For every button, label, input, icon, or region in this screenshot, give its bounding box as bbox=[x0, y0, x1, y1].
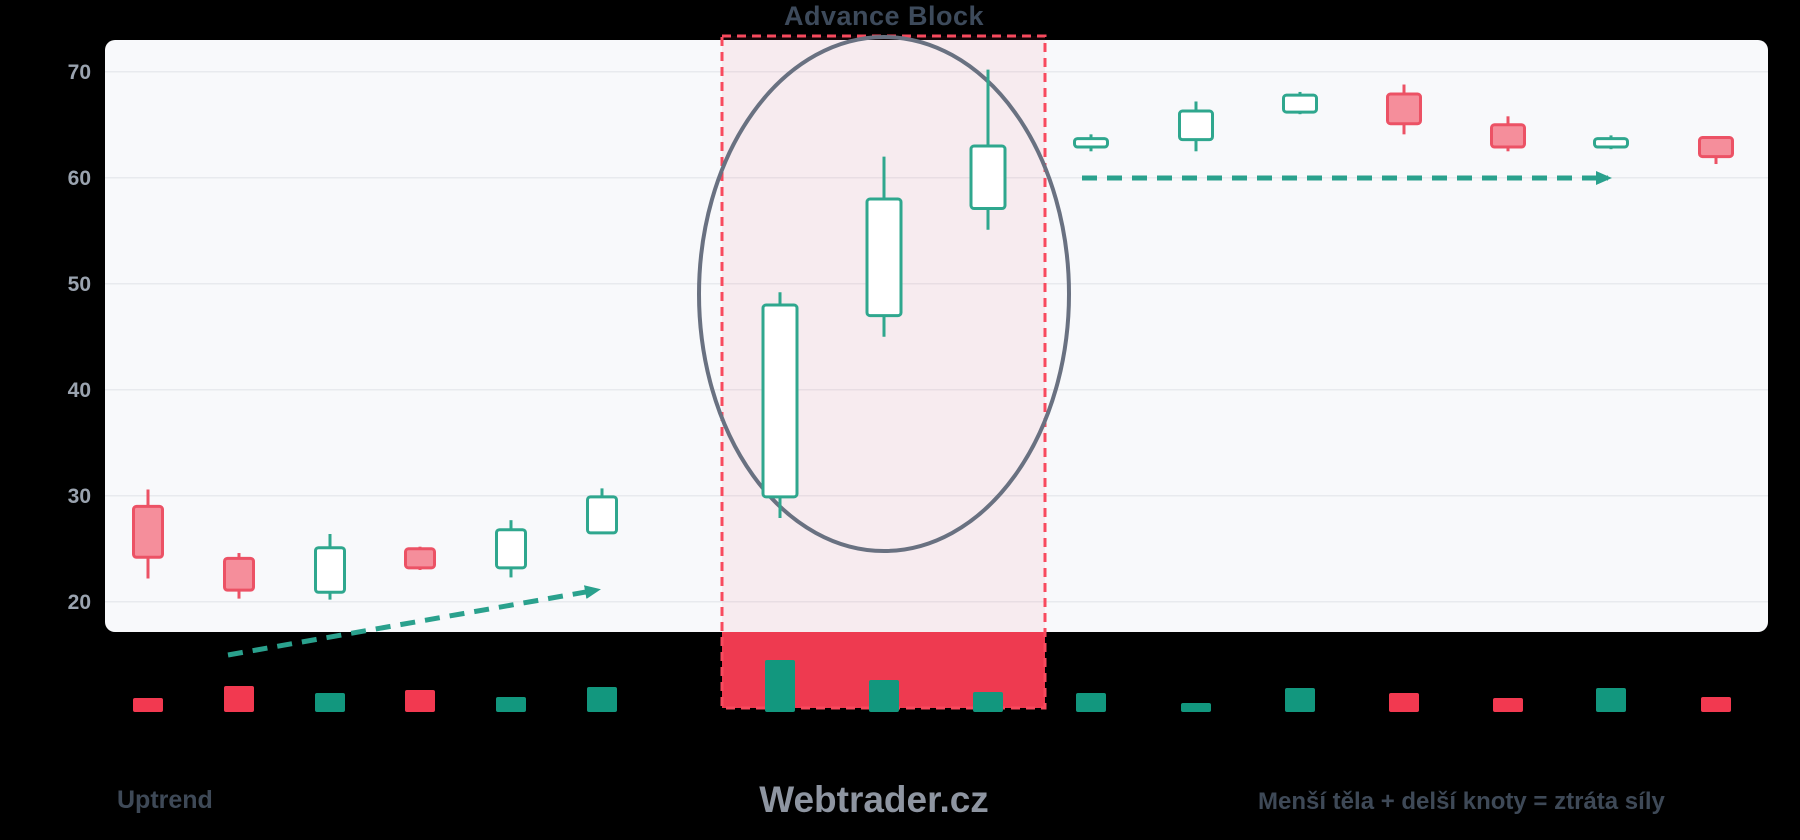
candle-bullish bbox=[1178, 109, 1214, 142]
volume-bar bbox=[1701, 697, 1731, 712]
volume-bar bbox=[133, 698, 163, 712]
candle-bullish bbox=[1073, 137, 1109, 149]
y-axis-tick: 30 bbox=[68, 485, 91, 508]
candle-bullish bbox=[495, 528, 527, 570]
chart-title: Advance Block bbox=[783, 1, 985, 31]
y-axis-tick: 60 bbox=[68, 167, 91, 190]
volume-bar bbox=[405, 690, 435, 712]
volume-bar bbox=[869, 680, 899, 712]
candle-bullish bbox=[314, 546, 346, 594]
watermark-webtrader: Webtrader.cz bbox=[759, 779, 989, 820]
candle-bullish bbox=[761, 303, 799, 499]
candle-bearish bbox=[1698, 136, 1734, 159]
volume-bar bbox=[1285, 688, 1315, 712]
y-axis-tick: 20 bbox=[68, 591, 91, 614]
candle-bearish bbox=[404, 547, 436, 570]
candle-bearish bbox=[1386, 92, 1422, 126]
y-axis-tick: 50 bbox=[68, 273, 91, 296]
volume-bar bbox=[1389, 693, 1419, 712]
candle-bullish bbox=[865, 197, 903, 318]
volume-bar bbox=[1596, 688, 1626, 712]
volume-bar bbox=[765, 660, 795, 712]
candle-bearish bbox=[1490, 123, 1526, 149]
volume-bar bbox=[587, 687, 617, 712]
volume-bar bbox=[1493, 698, 1523, 712]
volume-bar bbox=[1076, 693, 1106, 712]
volume-bar bbox=[224, 686, 254, 712]
candle-bearish bbox=[223, 556, 255, 592]
candle-bullish bbox=[1282, 93, 1318, 114]
uptrend-arrow bbox=[227, 585, 601, 658]
volume-bar bbox=[1181, 703, 1211, 712]
pattern-highlight-ellipse bbox=[697, 35, 1071, 553]
candle-bullish bbox=[1593, 137, 1629, 149]
candle-bullish bbox=[969, 144, 1007, 211]
volume-bar bbox=[973, 692, 1003, 712]
uptrend-label: Uptrend bbox=[117, 786, 213, 814]
y-axis-tick: 40 bbox=[68, 379, 91, 402]
plot-background bbox=[105, 40, 1768, 632]
candle-bearish bbox=[132, 504, 164, 559]
y-axis-tick: 70 bbox=[68, 61, 91, 84]
volume-bar bbox=[315, 693, 345, 712]
volume-bar bbox=[496, 697, 526, 712]
candle-bullish bbox=[586, 495, 618, 535]
pattern-explanation-label: Menší těla + delší knoty = ztráta síly bbox=[1258, 788, 1665, 815]
